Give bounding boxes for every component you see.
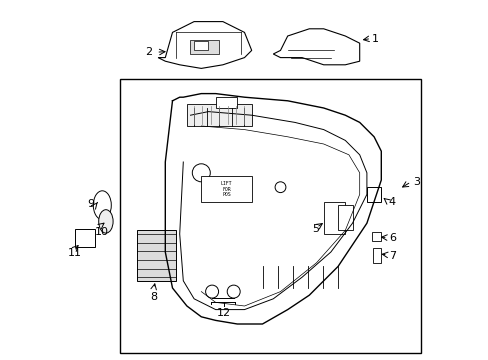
Text: 6: 6: [389, 233, 396, 243]
Circle shape: [205, 285, 218, 298]
Polygon shape: [273, 29, 359, 65]
Ellipse shape: [93, 191, 111, 220]
Circle shape: [275, 182, 285, 193]
Bar: [323, 202, 345, 234]
Text: 7: 7: [389, 251, 396, 261]
Bar: [194, 41, 208, 50]
Bar: [190, 40, 219, 54]
Bar: [366, 187, 381, 202]
Bar: [215, 97, 237, 108]
Circle shape: [192, 164, 210, 182]
Bar: [136, 230, 176, 281]
Text: 10: 10: [95, 227, 109, 237]
Text: 3: 3: [412, 177, 419, 187]
Text: 1: 1: [371, 33, 379, 44]
Bar: [337, 205, 352, 230]
Bar: [201, 176, 251, 202]
Text: 11: 11: [67, 248, 81, 258]
Circle shape: [227, 285, 240, 298]
Bar: [186, 104, 251, 126]
Bar: [120, 79, 420, 353]
Text: 8: 8: [150, 292, 157, 302]
Text: 12: 12: [216, 308, 230, 318]
Bar: [75, 229, 95, 247]
Text: 2: 2: [145, 47, 152, 57]
Bar: [371, 232, 381, 241]
Polygon shape: [158, 22, 251, 68]
Text: LIFT
FOR
POS: LIFT FOR POS: [220, 181, 232, 197]
Text: 9: 9: [87, 199, 94, 210]
Ellipse shape: [99, 210, 113, 233]
Text: 5: 5: [311, 224, 319, 234]
Bar: [373, 248, 380, 263]
Text: 4: 4: [387, 197, 395, 207]
